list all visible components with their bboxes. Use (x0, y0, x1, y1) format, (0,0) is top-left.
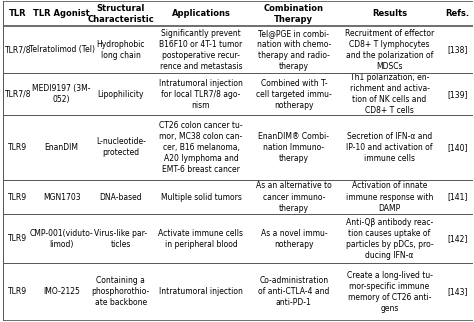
Text: Structural
Characteristic: Structural Characteristic (87, 4, 154, 24)
Text: TLR9: TLR9 (9, 193, 27, 202)
Bar (34, 1, 90, 26)
Bar (2, 180, 473, 214)
Text: Significantly prevent
B16F10 or 4T-1 tumor
postoperative recur-
rence and metast: Significantly prevent B16F10 or 4T-1 tum… (159, 29, 243, 71)
Text: [139]: [139] (447, 90, 467, 99)
Text: Applications: Applications (172, 9, 230, 18)
Text: MGN1703: MGN1703 (43, 193, 81, 202)
Text: [138]: [138] (447, 45, 467, 54)
Text: L-nucleotide-
protected: L-nucleotide- protected (96, 137, 146, 157)
Bar (337, 1, 442, 26)
Text: TLR7/8: TLR7/8 (5, 90, 31, 99)
Text: CMP-001(viduto-
limod): CMP-001(viduto- limod) (30, 229, 93, 249)
Bar (2, 1, 34, 26)
Bar (90, 1, 152, 26)
Text: MEDI9197 (3M-
052): MEDI9197 (3M- 052) (32, 84, 91, 104)
Text: TLR Agonist: TLR Agonist (33, 9, 90, 18)
Text: Tel@PGE in combi-
nation with chemo-
therapy and radio-
therapy: Tel@PGE in combi- nation with chemo- the… (257, 29, 331, 71)
Text: Refs.: Refs. (445, 9, 469, 18)
Text: IMO-2125: IMO-2125 (43, 288, 80, 296)
Text: TLR9: TLR9 (9, 234, 27, 243)
Bar (2, 263, 473, 321)
Text: Lipophilicity: Lipophilicity (98, 90, 144, 99)
Text: Intratumoral injection: Intratumoral injection (159, 288, 243, 296)
Bar (442, 1, 473, 26)
Text: Co-administration
of anti-CTLA-4 and
anti-PD-1: Co-administration of anti-CTLA-4 and ant… (258, 276, 329, 308)
Bar (2, 26, 473, 73)
Text: Telratolimod (Tel): Telratolimod (Tel) (28, 45, 95, 54)
Text: Virus-like par-
ticles: Virus-like par- ticles (94, 229, 147, 249)
Text: As an alternative to
cancer immuno-
therapy: As an alternative to cancer immuno- ther… (256, 181, 332, 213)
Text: Containing a
phosphorothio-
ate backbone: Containing a phosphorothio- ate backbone (91, 276, 150, 308)
Text: Hydrophobic
long chain: Hydrophobic long chain (97, 40, 145, 60)
Text: Th1 polarization, en-
richment and activa-
tion of NK cells and
CD8+ T cells: Th1 polarization, en- richment and activ… (349, 73, 429, 116)
Text: Intratumoral injection
for local TLR7/8 ago-
nism: Intratumoral injection for local TLR7/8 … (159, 79, 243, 110)
Text: Combined with T-
cell targeted immu-
notherapy: Combined with T- cell targeted immu- not… (256, 79, 332, 110)
Bar (2, 115, 473, 180)
Bar (2, 214, 473, 263)
Text: TLR9: TLR9 (9, 288, 27, 296)
Text: [143]: [143] (447, 288, 467, 296)
Text: TLR: TLR (9, 9, 27, 18)
Text: CT26 colon cancer tu-
mor, MC38 colon can-
cer, B16 melanoma,
A20 lymphoma and
E: CT26 colon cancer tu- mor, MC38 colon ca… (159, 121, 243, 174)
Text: Anti-Qβ antibody reac-
tion causes uptake of
particles by pDCs, pro-
ducing IFN-: Anti-Qβ antibody reac- tion causes uptak… (346, 218, 433, 260)
Text: TLR9: TLR9 (9, 143, 27, 152)
Text: Activate immune cells
in peripheral blood: Activate immune cells in peripheral bloo… (158, 229, 244, 249)
Text: EnanDIM: EnanDIM (45, 143, 79, 152)
Text: Combination
Therapy: Combination Therapy (264, 4, 324, 24)
Bar (2, 73, 473, 115)
Text: Create a long-lived tu-
mor-specific immune
memory of CT26 anti-
gens: Create a long-lived tu- mor-specific imm… (346, 271, 433, 313)
Bar (250, 1, 337, 26)
Text: As a novel immu-
notherapy: As a novel immu- notherapy (261, 229, 327, 249)
Text: [142]: [142] (447, 234, 467, 243)
Text: [140]: [140] (447, 143, 467, 152)
Text: Secretion of IFN-α and
IP-10 and activation of
immune cells: Secretion of IFN-α and IP-10 and activat… (346, 132, 433, 163)
Text: [141]: [141] (447, 193, 467, 202)
Text: Multiple solid tumors: Multiple solid tumors (161, 193, 241, 202)
Bar (152, 1, 250, 26)
Text: Results: Results (372, 9, 407, 18)
Text: DNA-based: DNA-based (100, 193, 142, 202)
Text: EnanDIM® Combi-
nation Immuno-
therapy: EnanDIM® Combi- nation Immuno- therapy (258, 132, 329, 163)
Text: Activation of innate
immune response with
DAMP: Activation of innate immune response wit… (346, 181, 433, 213)
Text: Recruitment of effector
CD8+ T lymphocytes
and the polarization of
MDSCs: Recruitment of effector CD8+ T lymphocyt… (345, 29, 434, 71)
Text: TLR7/8: TLR7/8 (5, 45, 31, 54)
